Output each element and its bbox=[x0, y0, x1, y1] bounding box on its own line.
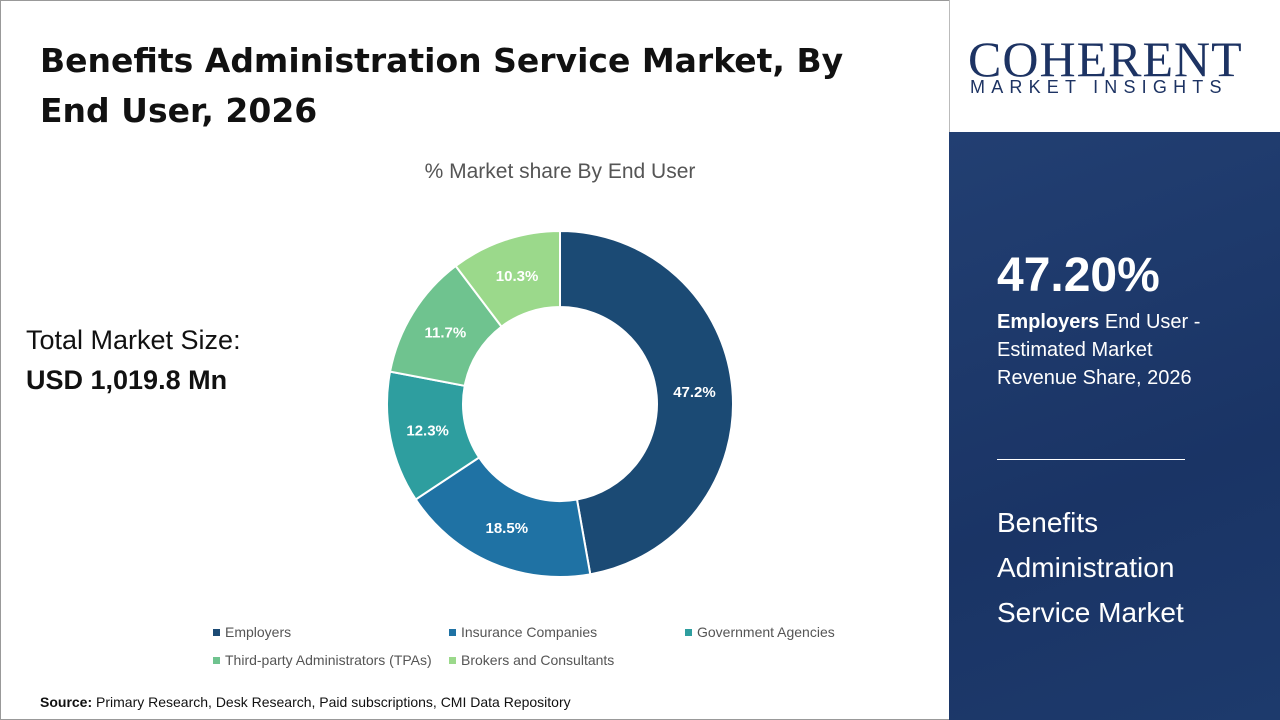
legend-item: Brokers and Consultants bbox=[449, 652, 614, 668]
slice-brokers-and-consultants bbox=[454, 229, 561, 329]
legend-swatch bbox=[685, 628, 692, 636]
total-market-label: Total Market Size: bbox=[26, 325, 241, 355]
market-name: Benefits Administration Service Market bbox=[997, 507, 1184, 628]
data-label: 47.2% bbox=[673, 384, 716, 401]
chart-title: % Market share By End User bbox=[424, 160, 696, 183]
data-label: 10.3% bbox=[496, 268, 539, 285]
legend-label: Third-party Administrators (TPAs) bbox=[225, 652, 432, 668]
page-title: Benefits Administration Service Market, … bbox=[40, 41, 844, 130]
data-label: 11.7% bbox=[424, 325, 466, 342]
highlight-value: 47.20% bbox=[997, 249, 1160, 302]
legend-label: Insurance Companies bbox=[461, 624, 598, 640]
legend-item: Employers bbox=[213, 624, 291, 640]
highlight-description: Employers End User - Estimated Market Re… bbox=[997, 308, 1237, 392]
legend-item: Insurance Companies bbox=[449, 624, 597, 640]
source-label: Source: bbox=[40, 694, 93, 710]
source-text: Primary Research, Desk Research, Paid su… bbox=[92, 694, 571, 710]
legend-label: Brokers and Consultants bbox=[461, 652, 615, 668]
legend-label: Government Agencies bbox=[697, 624, 835, 640]
divider bbox=[997, 459, 1185, 460]
total-market-value: USD 1,019.8 Mn bbox=[26, 365, 228, 395]
legend-swatch bbox=[213, 656, 220, 664]
data-label: 18.5% bbox=[486, 520, 529, 537]
source-note: Source: Primary Research, Desk Research,… bbox=[40, 694, 571, 710]
legend-label: Employers bbox=[225, 624, 292, 640]
highlight-segment: Employers bbox=[997, 311, 1100, 333]
legend-swatch bbox=[213, 628, 220, 636]
legend-item: Third-party Administrators (TPAs) bbox=[213, 652, 432, 668]
data-label: 12.3% bbox=[406, 423, 449, 440]
slice-insurance-companies bbox=[414, 456, 592, 578]
logo-main: COHERENT bbox=[968, 31, 1243, 87]
highlight-text: End User - Estimated Market Revenue Shar… bbox=[997, 311, 1201, 389]
highlight-panel bbox=[949, 132, 1280, 720]
legend-swatch bbox=[449, 656, 456, 664]
legend-swatch bbox=[449, 628, 456, 636]
legend-item: Government Agencies bbox=[685, 624, 835, 640]
logo-sub: MARKET INSIGHTS bbox=[970, 77, 1228, 97]
slice-employers bbox=[559, 229, 734, 576]
donut-chart: 47.2% 18.5% 12.3% 11.7% 10.3% bbox=[386, 229, 734, 578]
